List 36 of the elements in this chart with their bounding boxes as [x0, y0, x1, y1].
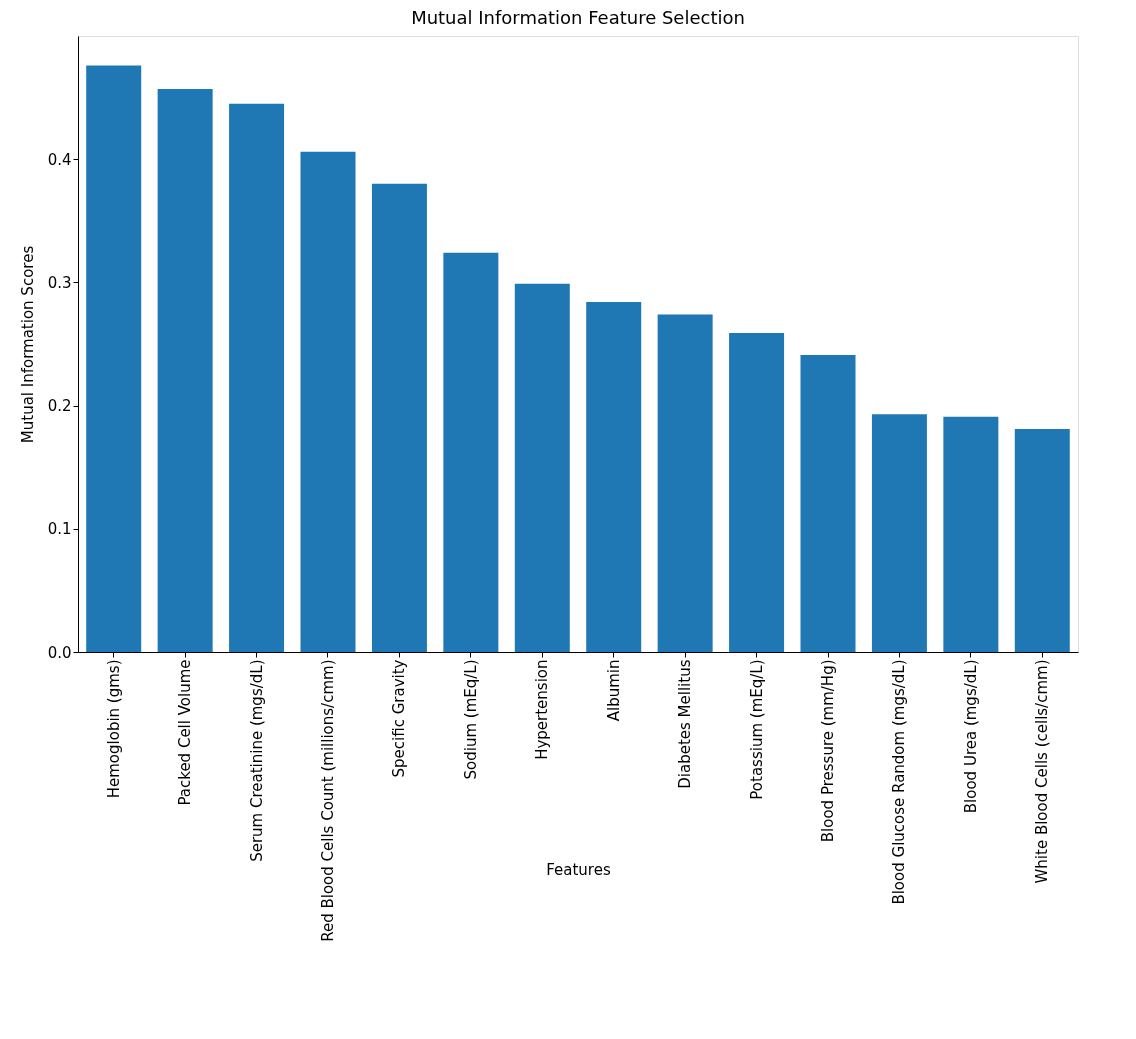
x-tick-label: Red Blood Cells Count (millions/cmm) — [319, 659, 337, 942]
bar — [871, 414, 927, 652]
x-tick-label: Specific Gravity — [390, 659, 409, 778]
x-tick-label: Blood Pressure (mm/Hg) — [819, 659, 837, 843]
bar — [943, 416, 999, 652]
bar — [157, 88, 213, 652]
y-tick-label: 0.0 — [47, 643, 72, 662]
x-axis-title: Features — [546, 860, 611, 879]
x-tick-label: Blood Urea (mgs/dL) — [961, 659, 980, 814]
bar — [800, 355, 856, 652]
bar — [300, 151, 356, 652]
x-tick-label: Potassium (mEq/L) — [747, 659, 766, 800]
y-tick-label: 0.1 — [47, 520, 72, 539]
x-tick-label: Sodium (mEq/L) — [461, 659, 480, 780]
x-tick-label: Packed Cell Volume — [176, 659, 195, 806]
x-tick-label: Hemoglobin (gms) — [104, 659, 123, 799]
x-tick-label: Hypertension — [533, 659, 552, 760]
x-tick-label: Blood Glucose Random (mgs/dL) — [890, 659, 909, 905]
x-tick-label: Albumin — [604, 659, 623, 722]
x-tick-label: Serum Creatinine (mgs/dL) — [247, 659, 266, 862]
bar — [514, 283, 570, 652]
y-axis-title: Mutual Information Scores — [18, 245, 37, 444]
bar — [371, 183, 427, 652]
bar — [1014, 429, 1070, 652]
y-tick-label: 0.4 — [47, 150, 72, 169]
bar — [657, 314, 713, 652]
bar — [729, 332, 785, 652]
bar — [443, 252, 499, 652]
chart-title: Mutual Information Feature Selection — [411, 7, 745, 28]
y-tick-label: 0.2 — [47, 397, 72, 416]
bar — [229, 103, 285, 652]
bar — [86, 65, 142, 652]
x-tick-label: White Blood Cells (cells/cmm) — [1033, 659, 1052, 884]
y-tick-label: 0.3 — [47, 273, 72, 292]
bar — [586, 302, 642, 652]
x-tick-label: Diabetes Mellitus — [676, 659, 695, 789]
